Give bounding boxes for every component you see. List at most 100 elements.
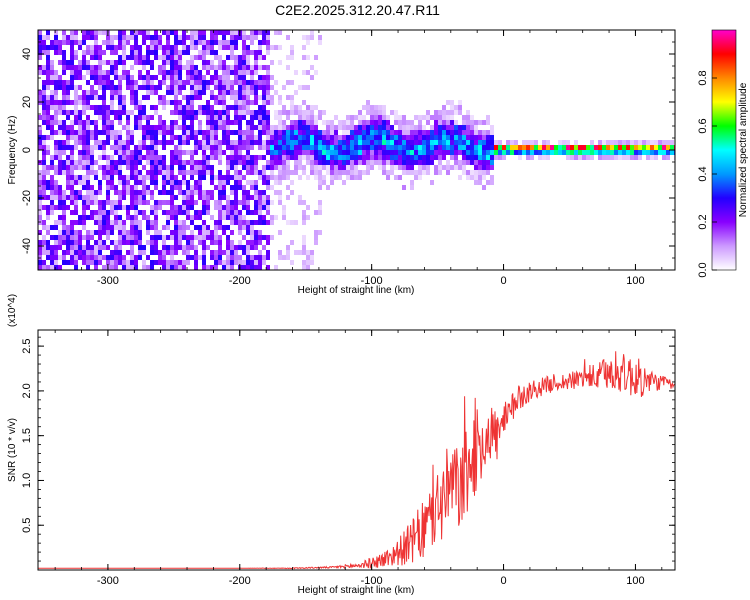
spectrogram-cell [122,205,126,210]
spectrogram-cell [122,160,126,165]
spectrogram-cell [642,145,646,150]
spectrogram-cell [70,165,74,170]
spectrogram-cell [282,125,286,130]
spectrogram-cell [170,215,174,220]
spectrogram-cell [182,180,186,185]
spectrogram-cell [154,55,158,60]
spectrogram-cell [178,140,182,145]
spectrogram-cell [98,225,102,230]
spectrogram-cell [222,205,226,210]
spectrogram-cell [58,200,62,205]
spectrogram-cell [166,85,170,90]
spectrogram-cell [398,145,402,150]
spectrogram-cell [214,235,218,240]
spectrogram-cell [266,195,270,200]
spectrogram-cell [246,240,250,245]
spectrogram-cell [90,185,94,190]
spectrogram-cell [222,195,226,200]
spectrogram-cell [658,150,662,155]
spectrogram-cell [366,165,370,170]
spectrogram-cell [266,220,270,225]
spectrogram-cell [214,225,218,230]
spectrogram-cell [114,215,118,220]
spectrogram-cell [294,170,298,175]
spectrogram-cell [150,155,154,160]
spectrogram-cell [118,205,122,210]
spectrogram-cell [158,235,162,240]
spectrogram-cell [186,195,190,200]
spectrogram-cell [206,70,210,75]
spectrogram-cell [62,205,66,210]
spectrogram-cell [382,110,386,115]
spectrogram-cell [210,45,214,50]
spectrogram-cell [98,65,102,70]
spectrogram-cell [138,220,142,225]
spectrogram-cell [670,140,674,145]
spectrogram-cell [146,115,150,120]
spectrogram-cell [254,180,258,185]
spectrogram-cell [258,175,262,180]
spectrogram-cell [462,160,466,165]
spectrogram-cell [134,255,138,260]
spectrogram-cell [186,100,190,105]
spectrogram-cell [362,155,366,160]
spectrogram-cell [314,150,318,155]
spectrogram-cell [298,160,302,165]
spectrogram-cell [58,40,62,45]
spectrogram-cell [454,130,458,135]
spectrogram-cell [322,175,326,180]
spectrogram-cell [134,230,138,235]
spectrogram-cell [210,115,214,120]
spectrogram-cell [74,70,78,75]
spectrogram-cell [226,75,230,80]
spectrogram-cell [622,145,626,150]
spectrogram-cell [170,235,174,240]
spectrogram-cell [418,165,422,170]
spectrogram-cell [42,50,46,55]
spectrogram-cell [254,210,258,215]
spectrogram-cell [210,230,214,235]
spectrogram-cell [210,90,214,95]
spectrogram-cell [134,265,138,270]
spectrogram-cell [110,185,114,190]
spectrogram-cell [174,35,178,40]
spectrogram-cell [210,175,214,180]
spectrogram-cell [146,30,150,35]
spectrogram-cell [182,175,186,180]
spectrogram-cell [298,115,302,120]
spectrogram-cell [70,160,74,165]
spectrogram-cell [98,230,102,235]
spectrogram-cell [58,190,62,195]
spectrogram-cell [74,145,78,150]
spectrogram-cell [62,255,66,260]
spectrogram-cell [334,135,338,140]
spectrogram-cell [38,45,42,50]
spectrogram-cell [42,145,46,150]
spectrogram-cell [566,150,570,155]
spectrogram-cell [170,70,174,75]
spectrogram-cell [650,140,654,145]
spectrogram-cell [282,85,286,90]
spectrogram-cell [634,140,638,145]
spectrogram-cell [278,60,282,65]
spectrogram-cell [90,155,94,160]
spectrogram-cell [94,90,98,95]
spectrogram-cell [250,180,254,185]
spectrogram-cell [474,135,478,140]
spectrogram-cell [158,125,162,130]
spectrogram-cell [154,130,158,135]
spectrogram-cell [146,255,150,260]
spectrogram-cell [242,85,246,90]
spectrogram-cell [234,255,238,260]
spectrogram-cell [50,115,54,120]
spectrogram-cell [302,220,306,225]
spectrogram-cell [302,240,306,245]
spectrogram-cell [90,165,94,170]
spectrogram-cell [94,230,98,235]
spectrogram-cell [382,140,386,145]
spectrogram-cell [170,110,174,115]
spectrogram-cell [58,145,62,150]
spectrogram-cell [58,125,62,130]
spectrogram-cell [174,185,178,190]
spectrogram-cell [58,255,62,260]
